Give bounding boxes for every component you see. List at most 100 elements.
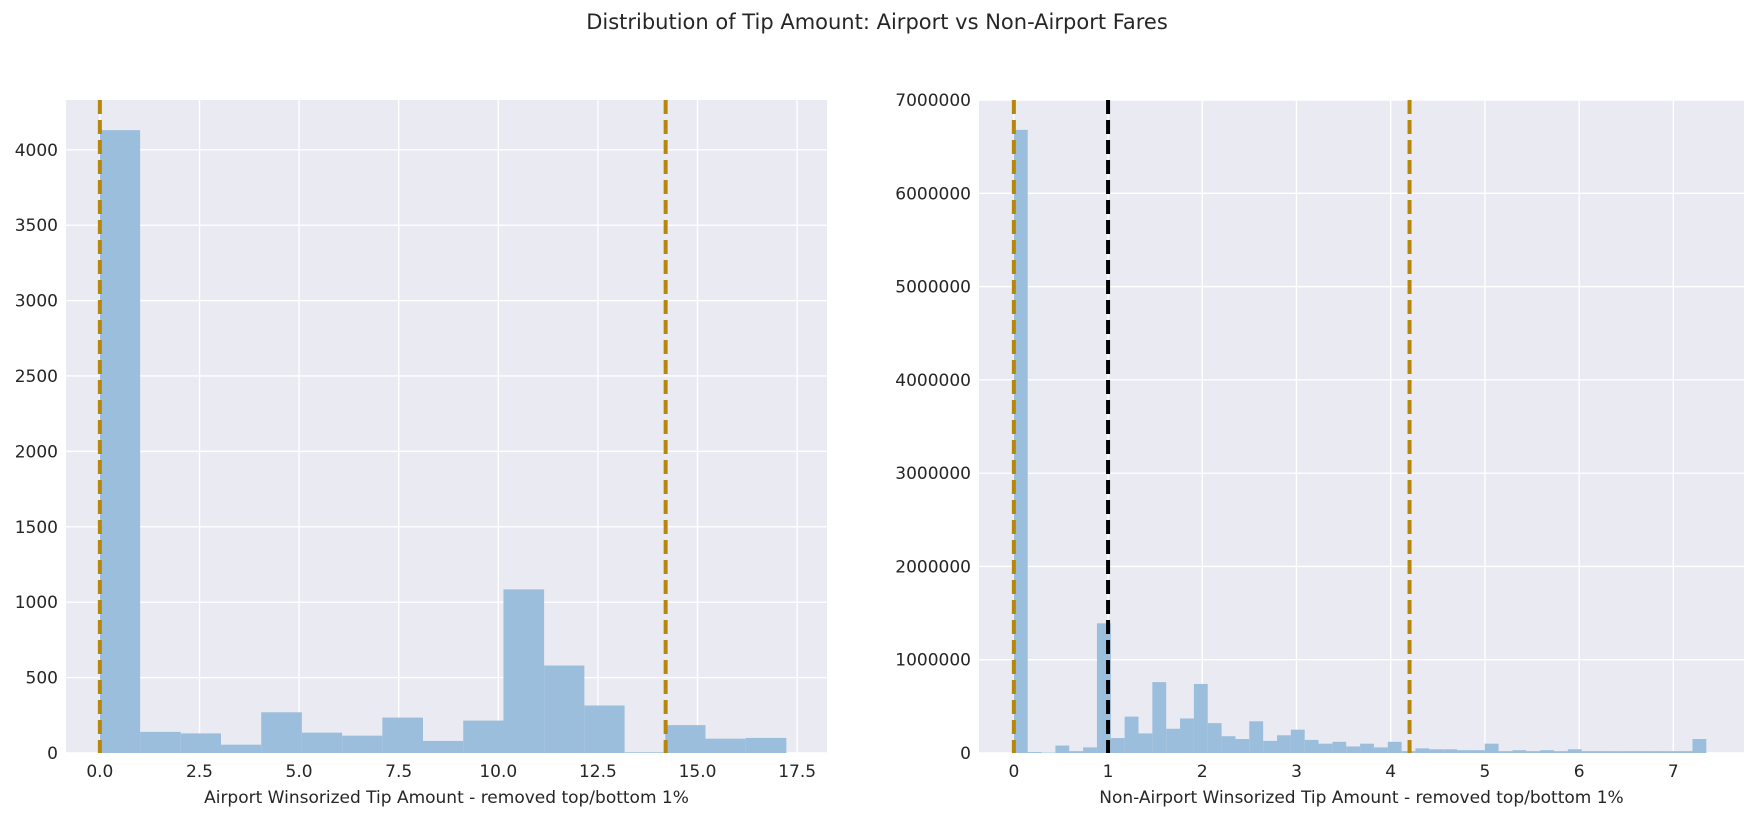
x-tick-label: 3 bbox=[1291, 762, 1302, 782]
y-tick-label: 3000 bbox=[15, 292, 58, 312]
histogram-bar bbox=[140, 732, 181, 753]
histogram-bar bbox=[1028, 752, 1042, 753]
histogram-bar bbox=[1263, 741, 1277, 753]
y-tick-label: 7000000 bbox=[895, 91, 971, 111]
histogram-bar bbox=[1305, 740, 1319, 753]
histogram-bar bbox=[1637, 751, 1651, 753]
y-tick-label: 1000000 bbox=[895, 651, 971, 671]
x-axis-label: Airport Winsorized Tip Amount - removed … bbox=[204, 788, 689, 808]
x-tick-label: 0.0 bbox=[86, 762, 113, 782]
histogram-bar bbox=[1457, 750, 1471, 753]
y-tick-label: 4000000 bbox=[895, 371, 971, 391]
x-tick-label: 0 bbox=[1008, 762, 1019, 782]
y-tick-label: 1000 bbox=[15, 593, 58, 613]
figure-title: Distribution of Tip Amount: Airport vs N… bbox=[0, 10, 1754, 34]
histogram-bar bbox=[1388, 742, 1402, 753]
histogram-bar bbox=[1111, 738, 1125, 753]
y-tick-label: 2000 bbox=[15, 442, 58, 462]
histogram-bar bbox=[1485, 744, 1499, 753]
histogram-bar bbox=[1540, 750, 1554, 753]
y-tick-label: 500 bbox=[26, 669, 58, 689]
histogram-bar bbox=[1194, 684, 1208, 753]
histogram-bar bbox=[1208, 723, 1222, 753]
histogram-bar bbox=[1374, 747, 1388, 753]
histogram-bar bbox=[423, 741, 463, 753]
y-tick-label: 4000 bbox=[15, 141, 58, 161]
histogram-bar bbox=[1083, 747, 1097, 753]
histogram-bar bbox=[1554, 751, 1568, 753]
histogram-bar bbox=[1235, 739, 1249, 753]
histogram-bar bbox=[1609, 751, 1623, 753]
histogram-bar bbox=[463, 721, 503, 753]
y-tick-label: 3000000 bbox=[895, 464, 971, 484]
x-tick-label: 17.5 bbox=[778, 762, 816, 782]
histogram-bar bbox=[181, 733, 221, 753]
x-tick-label: 5 bbox=[1480, 762, 1491, 782]
histogram-bar bbox=[1014, 130, 1028, 753]
histogram-bar bbox=[100, 130, 140, 753]
histogram-bar bbox=[342, 736, 382, 753]
histogram-bar bbox=[1471, 750, 1485, 753]
axes-background bbox=[66, 100, 827, 753]
x-tick-label: 2 bbox=[1197, 762, 1208, 782]
x-tick-label: 15.0 bbox=[679, 762, 717, 782]
histogram-bar bbox=[1360, 744, 1374, 753]
y-tick-label: 3500 bbox=[15, 216, 58, 236]
histogram-bar bbox=[1596, 751, 1610, 753]
histogram-bar bbox=[1568, 749, 1582, 753]
histogram-bar bbox=[1125, 717, 1139, 753]
histogram-bar bbox=[503, 589, 544, 753]
histogram-bar bbox=[1069, 751, 1083, 753]
x-tick-label: 6 bbox=[1574, 762, 1585, 782]
histogram-bar bbox=[1665, 751, 1679, 753]
histogram-bar bbox=[1443, 749, 1457, 753]
histogram-bar bbox=[1526, 751, 1540, 753]
histogram-bar bbox=[1332, 742, 1346, 753]
histogram-bar bbox=[1277, 735, 1291, 753]
axes-background bbox=[979, 100, 1744, 753]
y-tick-label: 1500 bbox=[15, 518, 58, 538]
histogram-bar bbox=[1499, 751, 1513, 753]
histogram-bar bbox=[746, 738, 787, 753]
histogram-bar bbox=[1249, 721, 1263, 753]
histogram-bar bbox=[1651, 751, 1665, 753]
histogram-bar bbox=[544, 666, 584, 753]
y-tick-label: 2000000 bbox=[895, 557, 971, 577]
x-tick-label: 12.5 bbox=[579, 762, 617, 782]
x-tick-label: 5.0 bbox=[286, 762, 313, 782]
histogram-bar bbox=[221, 745, 261, 753]
histogram-bar bbox=[1415, 748, 1429, 753]
histogram-bar bbox=[302, 733, 342, 753]
y-tick-label: 5000000 bbox=[895, 278, 971, 298]
histogram-bar bbox=[1319, 744, 1333, 753]
histogram-bar bbox=[1291, 730, 1305, 753]
histogram-bar bbox=[1152, 682, 1166, 753]
histogram-bar bbox=[1139, 733, 1153, 753]
histogram-bar bbox=[625, 752, 666, 753]
histogram-bar bbox=[665, 725, 705, 753]
x-tick-label: 10.0 bbox=[479, 762, 517, 782]
x-tick-label: 7.5 bbox=[385, 762, 412, 782]
x-tick-label: 2.5 bbox=[186, 762, 213, 782]
histogram-bar bbox=[705, 739, 745, 753]
histogram-bar bbox=[1582, 751, 1596, 753]
histogram-bar bbox=[1166, 729, 1180, 753]
x-tick-label: 7 bbox=[1668, 762, 1679, 782]
histogram-bar bbox=[1679, 751, 1693, 753]
y-tick-label: 0 bbox=[960, 744, 971, 764]
histogram-bar bbox=[261, 712, 302, 753]
y-tick-label: 0 bbox=[47, 744, 58, 764]
histogram-bar bbox=[1623, 751, 1637, 753]
y-tick-label: 6000000 bbox=[895, 184, 971, 204]
histogram-bar bbox=[1512, 750, 1526, 753]
panel-1: 0.0 2.5 5.0 7.5 10.0 12.5 15.0 17.5 0 500 1000 1500… bbox=[15, 100, 827, 808]
histogram-bar bbox=[1180, 718, 1194, 753]
histogram-bar bbox=[1429, 749, 1443, 753]
histogram-bar bbox=[584, 705, 624, 753]
histogram-bar bbox=[382, 718, 423, 753]
histogram-bar bbox=[1055, 746, 1069, 753]
x-tick-label: 4 bbox=[1385, 762, 1396, 782]
